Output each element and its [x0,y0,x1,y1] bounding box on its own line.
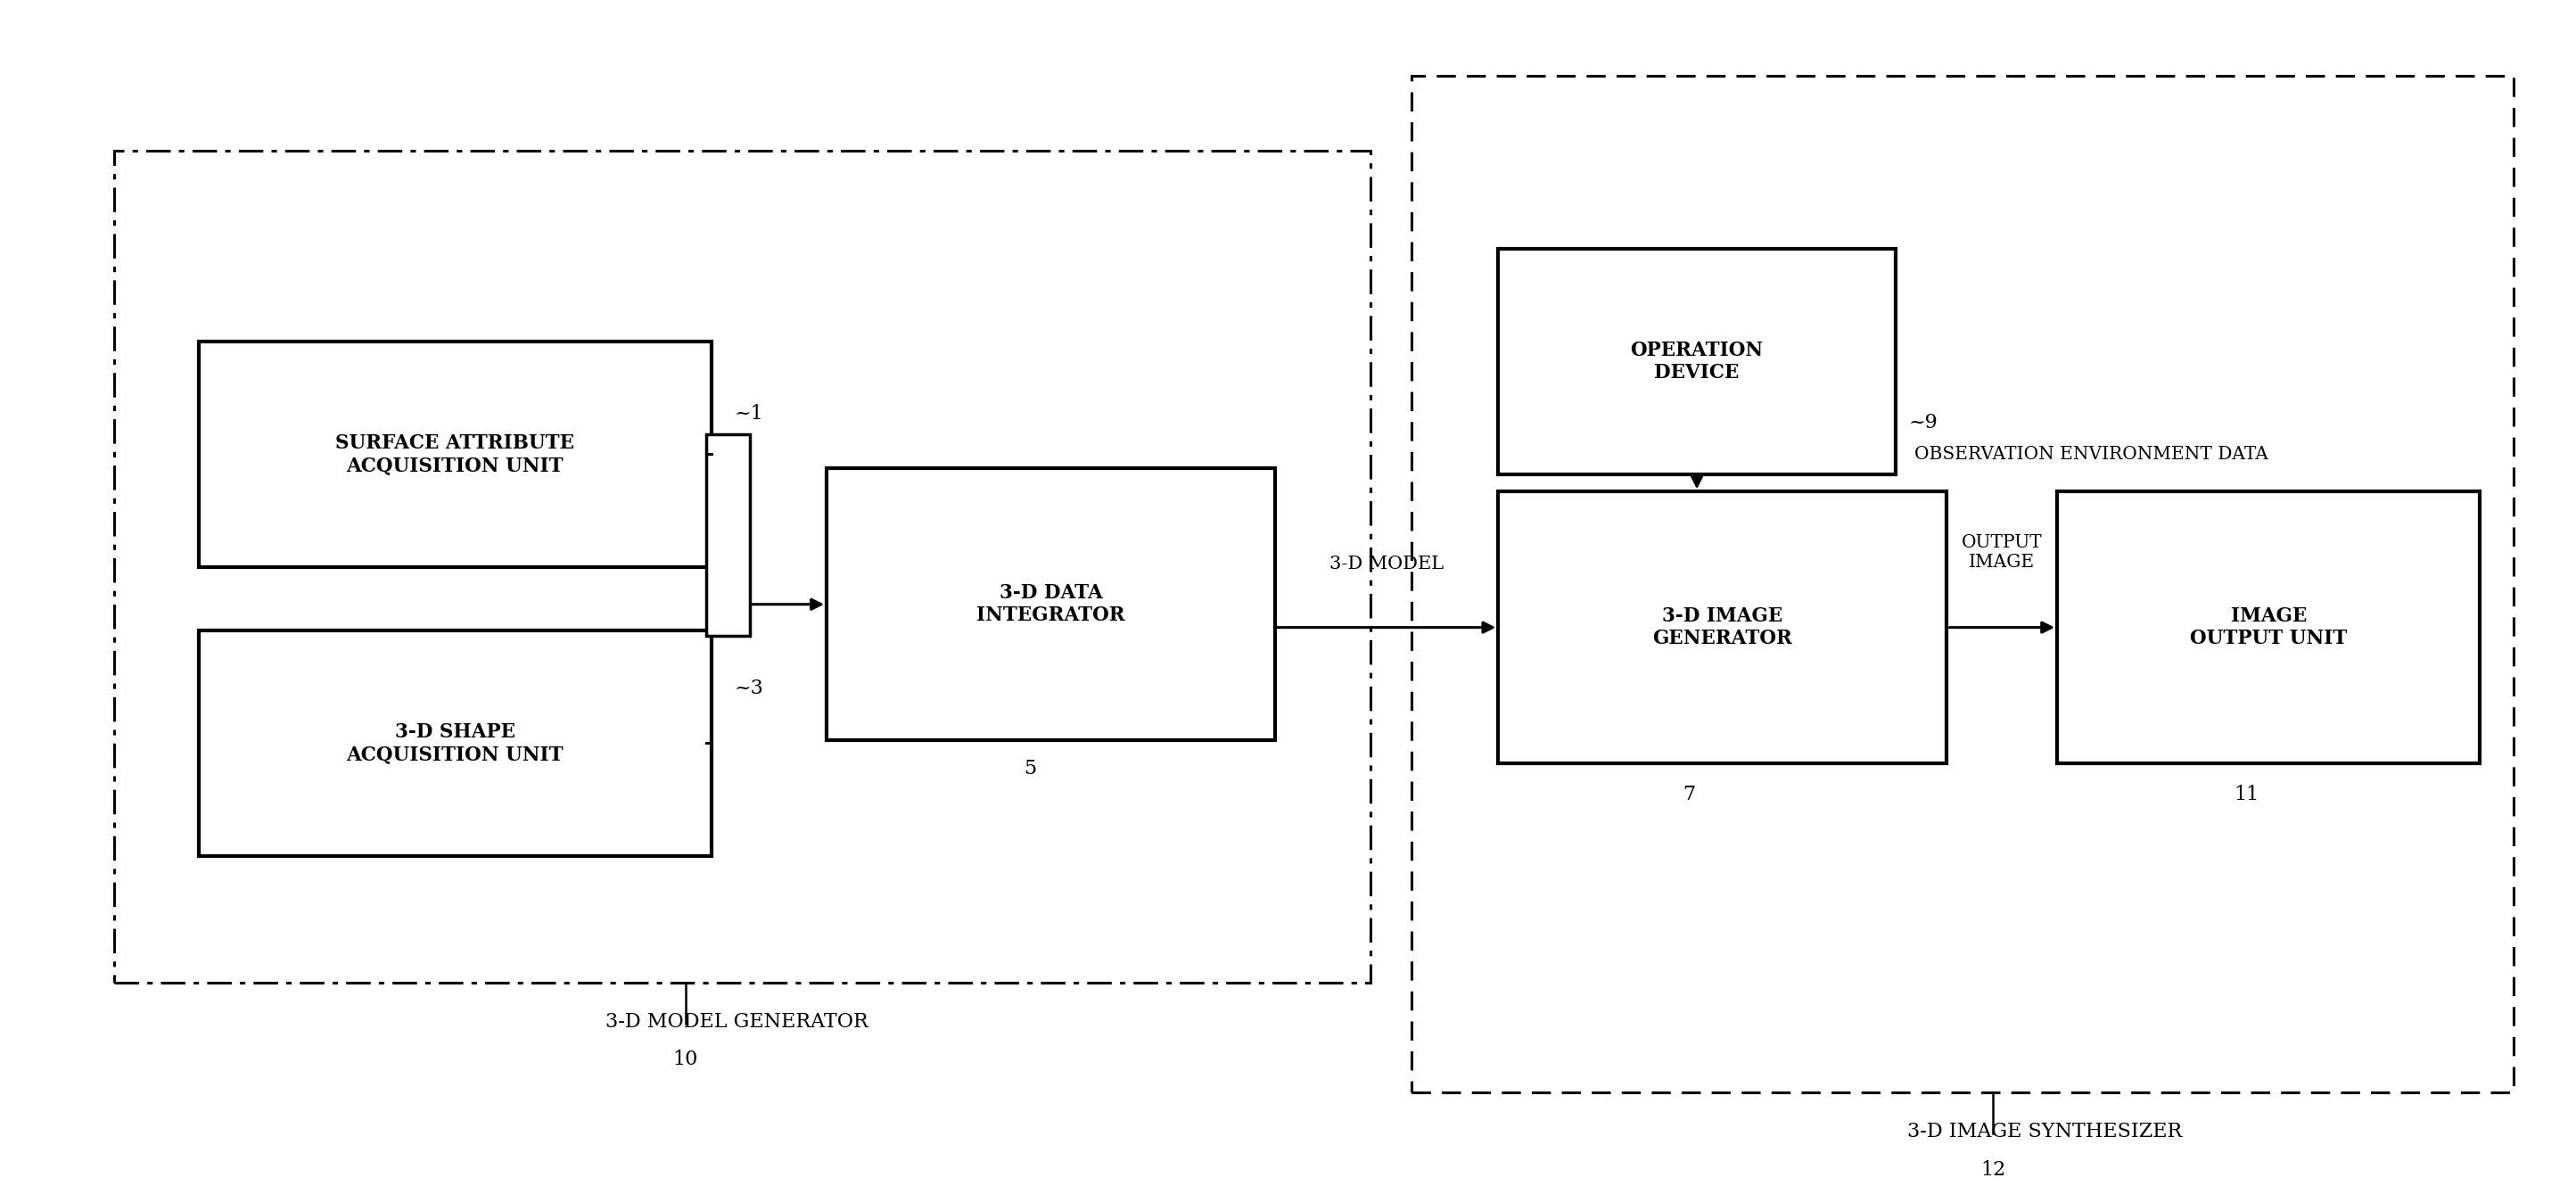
Text: OUTPUT
IMAGE: OUTPUT IMAGE [1960,534,2043,570]
Bar [1499,249,1896,474]
Text: IMAGE
OUTPUT UNIT: IMAGE OUTPUT UNIT [2190,606,2347,649]
Text: ~3: ~3 [734,678,762,697]
Bar [1412,76,2514,1092]
Text: SURFACE ATTRIBUTE
ACQUISITION UNIT: SURFACE ATTRIBUTE ACQUISITION UNIT [335,433,574,476]
Text: 3-D IMAGE SYNTHESIZER: 3-D IMAGE SYNTHESIZER [1906,1122,2182,1141]
Bar [827,468,1275,740]
Bar [706,434,750,636]
Bar [113,151,1370,983]
Text: ~1: ~1 [734,404,762,425]
Text: OPERATION
DEVICE: OPERATION DEVICE [1631,340,1765,383]
Text: 5: 5 [1023,759,1036,779]
Text: 3-D DATA
INTEGRATOR: 3-D DATA INTEGRATOR [976,584,1126,625]
Bar [198,342,711,567]
Text: 10: 10 [672,1050,698,1070]
Text: 7: 7 [1682,785,1695,804]
Bar [198,630,711,856]
Text: 3-D IMAGE
GENERATOR: 3-D IMAGE GENERATOR [1654,606,1793,649]
Text: ~9: ~9 [1909,413,1937,432]
Text: 11: 11 [2233,785,2259,804]
Text: 3-D SHAPE
ACQUISITION UNIT: 3-D SHAPE ACQUISITION UNIT [345,722,564,764]
Text: OBSERVATION ENVIRONMENT DATA: OBSERVATION ENVIRONMENT DATA [1914,446,2269,463]
Bar [1499,492,1947,764]
Text: 3-D MODEL GENERATOR: 3-D MODEL GENERATOR [605,1012,868,1032]
Text: 3-D MODEL: 3-D MODEL [1329,555,1443,573]
Text: 12: 12 [1981,1160,2007,1179]
Bar [2058,492,2481,764]
